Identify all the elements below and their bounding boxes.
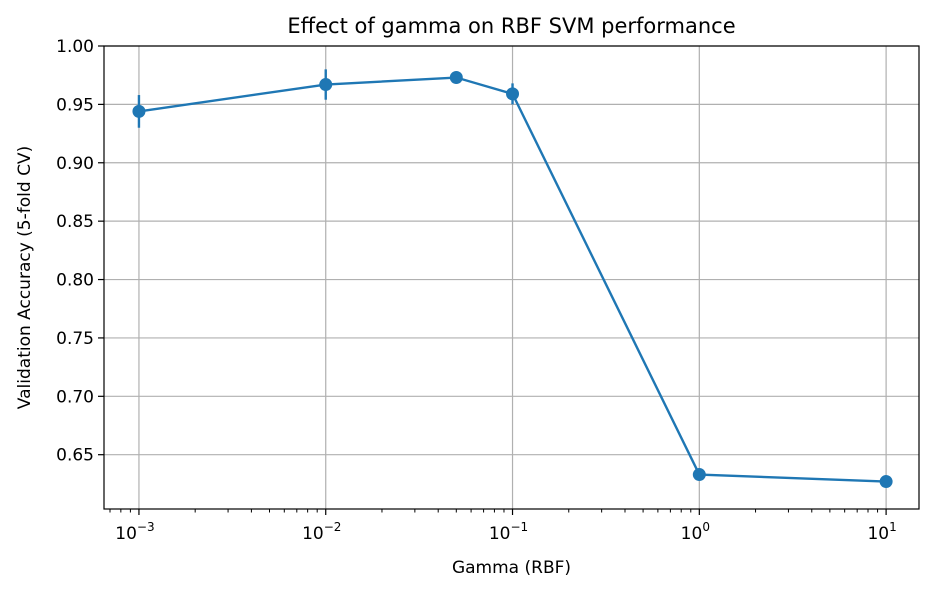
x-tick-label: 10−1 [489, 520, 528, 544]
x-axis-label: Gamma (RBF) [452, 558, 571, 578]
data-point [449, 71, 463, 85]
x-tick-label: 101 [867, 520, 896, 544]
grid [104, 45, 919, 509]
data-point [692, 468, 706, 482]
y-tick-label: 1.00 [56, 37, 94, 57]
x-tick-label: 10−2 [302, 520, 341, 544]
plot-frame [103, 45, 920, 510]
x-tick-label: 10−3 [115, 520, 154, 544]
y-tick-label: 0.80 [56, 271, 94, 291]
data-point [879, 475, 893, 489]
x-tick-label: 100 [681, 520, 710, 544]
y-tick-label: 0.95 [56, 95, 94, 115]
y-tick-label: 0.85 [56, 212, 94, 232]
data-point [319, 78, 333, 92]
axes: 0.65 0.70 0.75 0.80 0.85 0.90 0.95 1.00 10−3 10−2… [56, 37, 897, 544]
minor-ticks [109, 509, 879, 513]
y-tick-label: 0.90 [56, 154, 94, 174]
chart-title: Effect of gamma on RBF SVM performance [287, 14, 735, 38]
y-tick-label: 0.65 [56, 446, 94, 466]
y-axis-label: Validation Accuracy (5-fold CV) [15, 146, 35, 409]
series-layer [132, 69, 893, 489]
series-line [138, 76, 887, 483]
data-point [506, 87, 520, 101]
y-tick-label: 0.75 [56, 329, 94, 349]
data-point [132, 104, 146, 118]
y-tick-label: 0.70 [56, 387, 94, 407]
